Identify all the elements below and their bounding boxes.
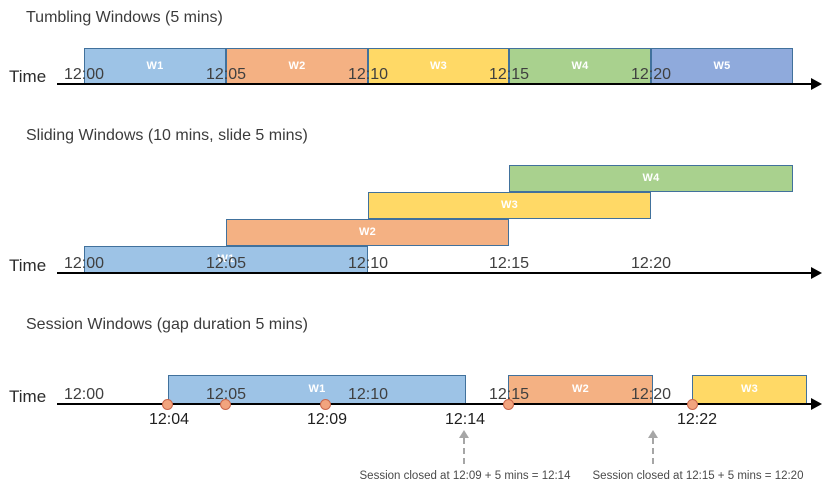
axis-tick-label: 12:00 (63, 255, 105, 272)
axis-tick-label: 12:15 (488, 386, 530, 403)
event-time-label: 12:04 (148, 411, 190, 428)
window-label-w3: W3 (500, 199, 519, 211)
window-box-w4: W4 (509, 48, 651, 84)
axis-tick-label: 12:15 (488, 66, 530, 83)
axis-tick-label: 12:05 (205, 386, 247, 403)
window-label-w1: W1 (146, 59, 164, 72)
window-label-w2: W2 (358, 226, 377, 238)
axis-tick-label: 12:10 (347, 255, 389, 272)
window-label-w1: W1 (217, 253, 235, 265)
window-label-w2: W2 (288, 59, 306, 72)
event-dot-icon (686, 398, 698, 410)
time-axis-arrowhead-icon (811, 267, 822, 279)
window-label-w5: W5 (713, 59, 731, 72)
time-axis-line (57, 403, 812, 405)
time-axis-line (57, 272, 812, 274)
window-box-w5: W5 (651, 48, 793, 84)
window-label-w1: W1 (308, 383, 326, 395)
time-axis-label: Time (9, 387, 47, 406)
axis-tick-label: 12:05 (205, 66, 247, 83)
window-label-w2: W2 (571, 383, 590, 395)
event-dot-icon (161, 398, 173, 410)
time-axis-line (57, 83, 812, 85)
time-axis-arrowhead-icon (811, 78, 822, 90)
session-closed-annotation: Session closed at 12:09 + 5 mins = 12:14 (359, 470, 571, 482)
window-box-w3: W3 (368, 192, 651, 219)
window-box-w3: W3 (692, 375, 807, 404)
time-axis-label: Time (9, 67, 47, 86)
axis-tick-label: 12:05 (205, 255, 247, 272)
session-closed-annotation: Session closed at 12:15 + 5 mins = 12:20 (592, 470, 804, 482)
axis-tick-label: 12:10 (347, 66, 389, 83)
time-axis-arrowhead-icon (811, 398, 822, 410)
sliding-section-title: Sliding Windows (10 mins, slide 5 mins) (26, 127, 308, 144)
axis-tick-label: 12:15 (488, 255, 530, 272)
event-time-label: 12:22 (676, 411, 718, 428)
window-label-w3: W3 (429, 59, 448, 72)
window-box-w2: W2 (226, 219, 509, 246)
window-box-w2: W2 (508, 375, 653, 404)
axis-tick-label: 12:20 (630, 386, 672, 403)
window-box-w1: W1 (84, 246, 368, 273)
event-dot-icon (502, 398, 514, 410)
axis-tick-label: 12:10 (347, 386, 389, 403)
callout-dashed-line (463, 438, 465, 464)
event-time-label: 12:14 (444, 411, 486, 428)
event-dot-icon (219, 398, 231, 410)
axis-tick-label: 12:00 (63, 386, 105, 403)
window-box-w3: W3 (368, 48, 509, 84)
window-box-w1: W1 (168, 375, 466, 404)
axis-tick-label: 12:20 (630, 66, 672, 83)
event-time-label: 12:09 (306, 411, 348, 428)
callout-dashed-line (652, 438, 654, 464)
event-dot-icon (319, 398, 331, 410)
tumbling-section-title: Tumbling Windows (5 mins) (26, 9, 223, 26)
window-box-w2: W2 (226, 48, 368, 84)
time-axis-label: Time (9, 256, 47, 275)
window-box-w4: W4 (509, 165, 793, 192)
axis-tick-label: 12:00 (63, 66, 105, 83)
callout-arrow-up-icon (648, 430, 658, 438)
window-label-w3: W3 (740, 383, 759, 395)
session-section-title: Session Windows (gap duration 5 mins) (26, 316, 308, 333)
window-box-w1: W1 (84, 48, 226, 84)
window-label-w4: W4 (642, 172, 660, 184)
window-label-w4: W4 (571, 59, 589, 72)
axis-tick-label: 12:20 (630, 255, 672, 272)
callout-arrow-up-icon (459, 430, 469, 438)
